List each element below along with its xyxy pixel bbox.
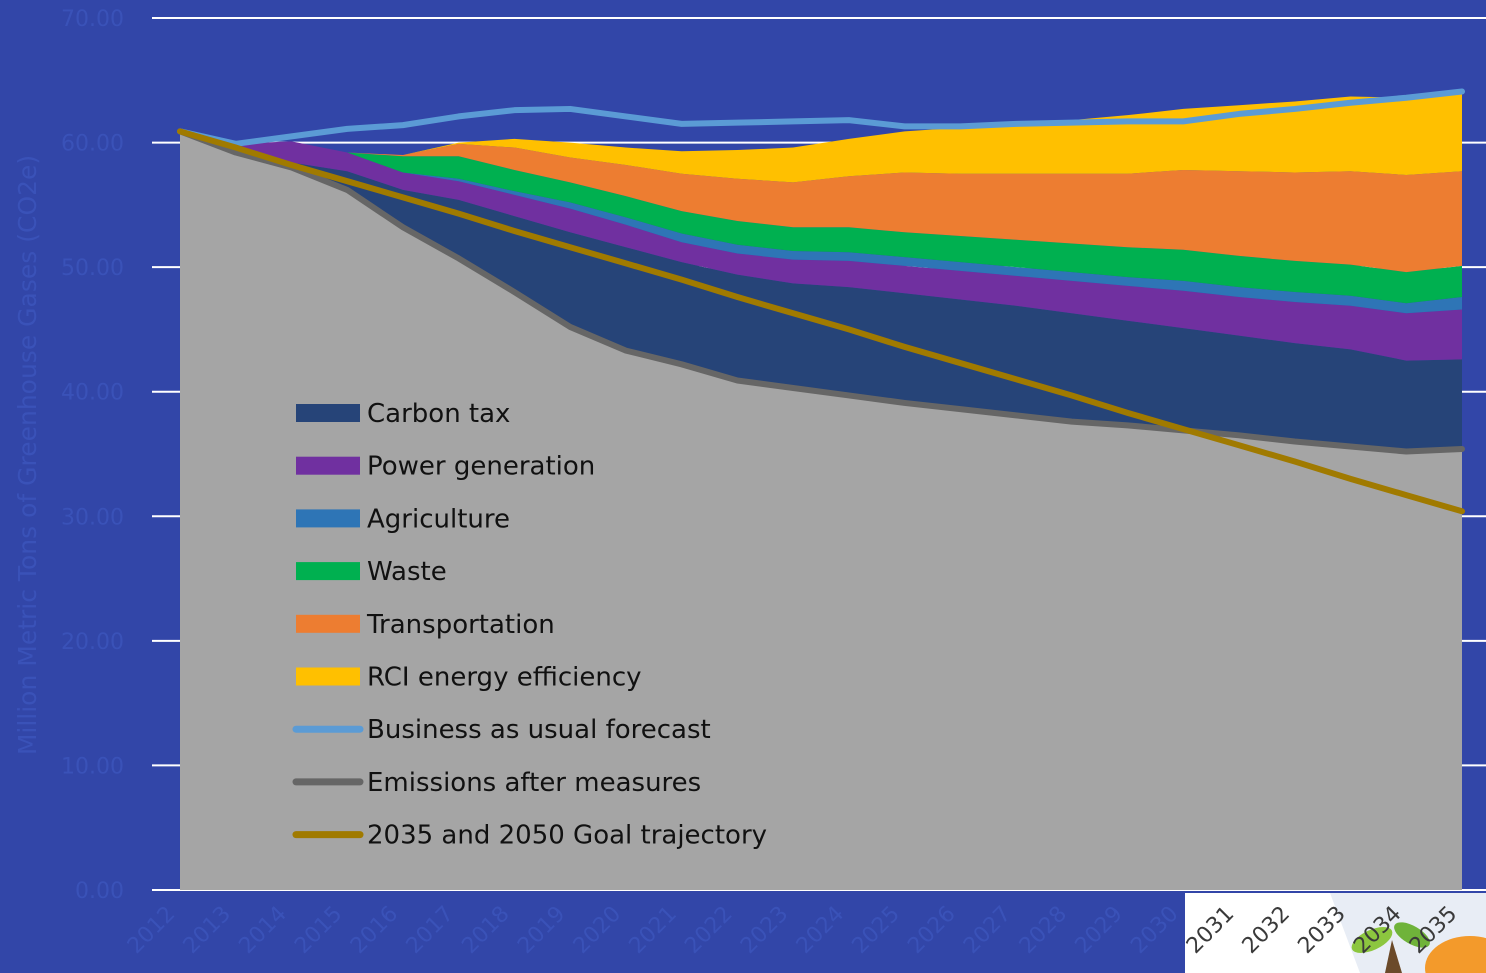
legend-item: Agriculture	[296, 504, 510, 534]
legend-label: Power generation	[367, 452, 595, 482]
line-2035-and-2050-goal-trajectory	[177, 128, 1465, 515]
y-axis-label: Million Metric Tons of Greenhouse Gases …	[13, 155, 42, 755]
x-tick-label: 2027	[959, 902, 1016, 959]
legend-item: RCI energy efficiency	[296, 663, 642, 693]
y-tick-label: 60.00	[61, 132, 124, 157]
legend-label: Waste	[367, 557, 447, 587]
legend-item: Emissions after measures	[292, 768, 701, 798]
x-tick-label: 2019	[513, 902, 570, 959]
x-tick-label: 2012	[123, 902, 180, 959]
line-emissions-after-measures	[177, 128, 1465, 455]
legend-item: Business as usual forecast	[292, 715, 711, 745]
line-business-as-usual-forecast	[177, 88, 1465, 147]
legend-item: Transportation	[296, 610, 555, 640]
area-rci-energy-efficiency	[180, 92, 1462, 183]
y-tick-label: 0.00	[75, 879, 124, 904]
y-tick-label: 20.00	[61, 630, 124, 655]
y-tick-label: 30.00	[61, 505, 124, 530]
area-transportation	[180, 131, 1462, 273]
x-tick-label: 2028	[1015, 902, 1072, 959]
y-tick-label: 40.00	[61, 381, 124, 406]
x-tick-label: 2030	[1126, 902, 1183, 959]
legend-swatch	[296, 404, 360, 422]
x-tick-label: 2013	[179, 902, 236, 959]
legend-item: Carbon tax	[296, 399, 510, 429]
area-agriculture	[180, 131, 1462, 314]
legend-swatch	[296, 614, 360, 633]
area-power-generation	[180, 131, 1462, 361]
area-series	[180, 92, 1462, 891]
line-series	[177, 88, 1465, 515]
y-tick-label: 10.00	[61, 754, 124, 779]
legend-label: 2035 and 2050 Goal trajectory	[367, 821, 767, 851]
legend-swatch	[296, 562, 360, 581]
legend-swatch	[296, 667, 360, 686]
legend-label: Emissions after measures	[367, 768, 701, 798]
legend-label: Business as usual forecast	[367, 715, 711, 745]
x-tick-label: 2017	[402, 902, 459, 959]
x-tick-label: 2018	[457, 902, 514, 959]
x-tick-label: 2025	[848, 902, 905, 959]
legend-item: Waste	[296, 557, 447, 587]
x-tick-label: 2022	[680, 902, 737, 959]
x-tick-label: 2015	[290, 902, 347, 959]
legend-item: Power generation	[296, 452, 595, 482]
x-tick-label: 2020	[569, 902, 626, 959]
legend-label: RCI energy efficiency	[367, 663, 642, 693]
legend-swatch	[296, 509, 360, 528]
area-carbon-tax	[180, 131, 1462, 452]
x-tick-label: 2029	[1071, 902, 1128, 959]
legend-item: 2035 and 2050 Goal trajectory	[292, 821, 767, 851]
x-tick-label: 2023	[736, 902, 793, 959]
x-tick-label: 2014	[234, 902, 291, 959]
x-tick-label: 2024	[792, 902, 849, 959]
area-base-emissions	[180, 131, 1462, 891]
y-tick-label: 70.00	[61, 7, 124, 32]
legend: Carbon tax Power generation Agriculture Was…	[292, 399, 767, 851]
area-waste	[180, 131, 1462, 304]
legend-label: Carbon tax	[367, 399, 510, 429]
x-tick-label: 2026	[903, 902, 960, 959]
x-tick-label: 2016	[346, 902, 403, 959]
y-axis: 0.00 10.00 20.00 30.00 40.00 50.00 60.00 70.00	[61, 7, 124, 904]
logo-image	[1185, 893, 1486, 973]
legend-label: Agriculture	[367, 504, 510, 534]
legend-swatch	[296, 456, 360, 475]
x-tick-label: 2021	[625, 902, 682, 959]
legend-label: Transportation	[366, 610, 555, 640]
y-tick-label: 50.00	[61, 256, 124, 281]
